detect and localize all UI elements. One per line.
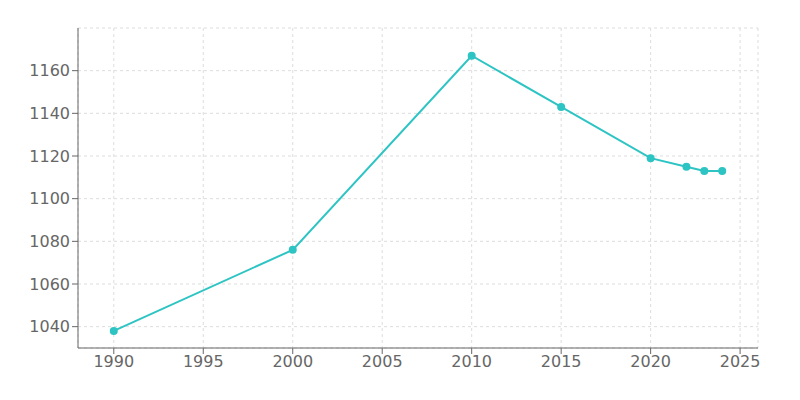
svg-text:2010: 2010 [451, 352, 492, 371]
svg-text:1990: 1990 [93, 352, 134, 371]
svg-text:1100: 1100 [29, 189, 70, 208]
svg-text:1120: 1120 [29, 147, 70, 166]
svg-text:2025: 2025 [720, 352, 761, 371]
svg-text:1080: 1080 [29, 232, 70, 251]
svg-text:1060: 1060 [29, 275, 70, 294]
svg-text:2015: 2015 [541, 352, 582, 371]
svg-text:1160: 1160 [29, 61, 70, 80]
svg-text:1140: 1140 [29, 104, 70, 123]
svg-text:1995: 1995 [183, 352, 224, 371]
svg-text:1040: 1040 [29, 317, 70, 336]
svg-text:2020: 2020 [630, 352, 671, 371]
svg-text:2005: 2005 [362, 352, 403, 371]
svg-text:2000: 2000 [272, 352, 313, 371]
